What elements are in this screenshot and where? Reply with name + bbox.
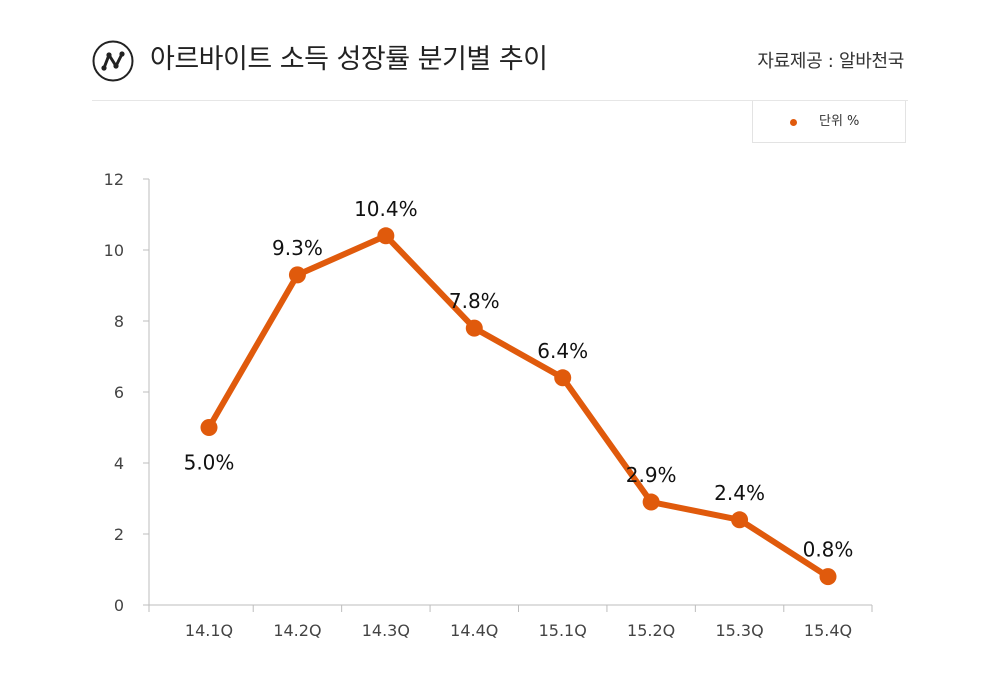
chart-series bbox=[200, 227, 837, 586]
data-label: 6.4% bbox=[537, 339, 588, 363]
chart-title: 아르바이트 소득 성장률 분기별 추이 bbox=[150, 44, 548, 75]
y-tick-label: 8 bbox=[114, 312, 124, 331]
data-label: 2.9% bbox=[626, 463, 677, 487]
data-point bbox=[554, 369, 572, 387]
data-label: 0.8% bbox=[803, 538, 854, 562]
y-tick-label: 0 bbox=[114, 596, 124, 615]
chart-axes: 0 2 4 6 8 10 12 14.1Q 14.2Q 14.3Q 14.4Q 15.1Q 15.2Q 1… bbox=[104, 170, 873, 640]
legend: 단위 % bbox=[752, 101, 906, 143]
x-tick-label: 15.4Q bbox=[804, 621, 852, 640]
data-label: 5.0% bbox=[184, 451, 235, 475]
y-tick-label: 12 bbox=[104, 170, 124, 189]
data-point bbox=[642, 493, 660, 511]
y-tick-label: 6 bbox=[114, 383, 124, 402]
x-tick-label: 15.3Q bbox=[715, 621, 763, 640]
y-tick-label: 4 bbox=[114, 454, 124, 473]
series-line bbox=[206, 232, 831, 580]
data-point bbox=[377, 227, 395, 245]
data-label: 7.8% bbox=[449, 289, 500, 313]
x-tick-label: 14.2Q bbox=[273, 621, 321, 640]
data-point bbox=[731, 511, 749, 529]
x-tick-label: 14.4Q bbox=[450, 621, 498, 640]
x-tick-label: 15.1Q bbox=[539, 621, 587, 640]
data-point bbox=[288, 266, 306, 284]
chart-data-labels: 5.0% 9.3% 10.4% 7.8% 6.4% 2.9% 2.4% 0.8% bbox=[184, 197, 854, 562]
y-tick-label: 2 bbox=[114, 525, 124, 544]
y-tick-label: 10 bbox=[104, 241, 124, 260]
x-tick-label: 15.2Q bbox=[627, 621, 675, 640]
x-tick-label: 14.1Q bbox=[185, 621, 233, 640]
data-point bbox=[465, 319, 483, 337]
data-point bbox=[819, 568, 837, 586]
data-label: 9.3% bbox=[272, 236, 323, 260]
data-source: 자료제공 : 알바천국 bbox=[757, 51, 904, 72]
legend-marker bbox=[790, 119, 797, 126]
data-point bbox=[200, 419, 218, 436]
legend-label: 단위 % bbox=[819, 114, 860, 129]
data-label: 2.4% bbox=[714, 481, 765, 505]
x-tick-label: 14.3Q bbox=[362, 621, 410, 640]
line-chart-icon bbox=[92, 40, 134, 82]
data-label: 10.4% bbox=[354, 197, 418, 221]
chart-header: 아르바이트 소득 성장률 분기별 추이 자료제공 : 알바천국 bbox=[92, 38, 908, 84]
header-divider bbox=[92, 100, 908, 101]
